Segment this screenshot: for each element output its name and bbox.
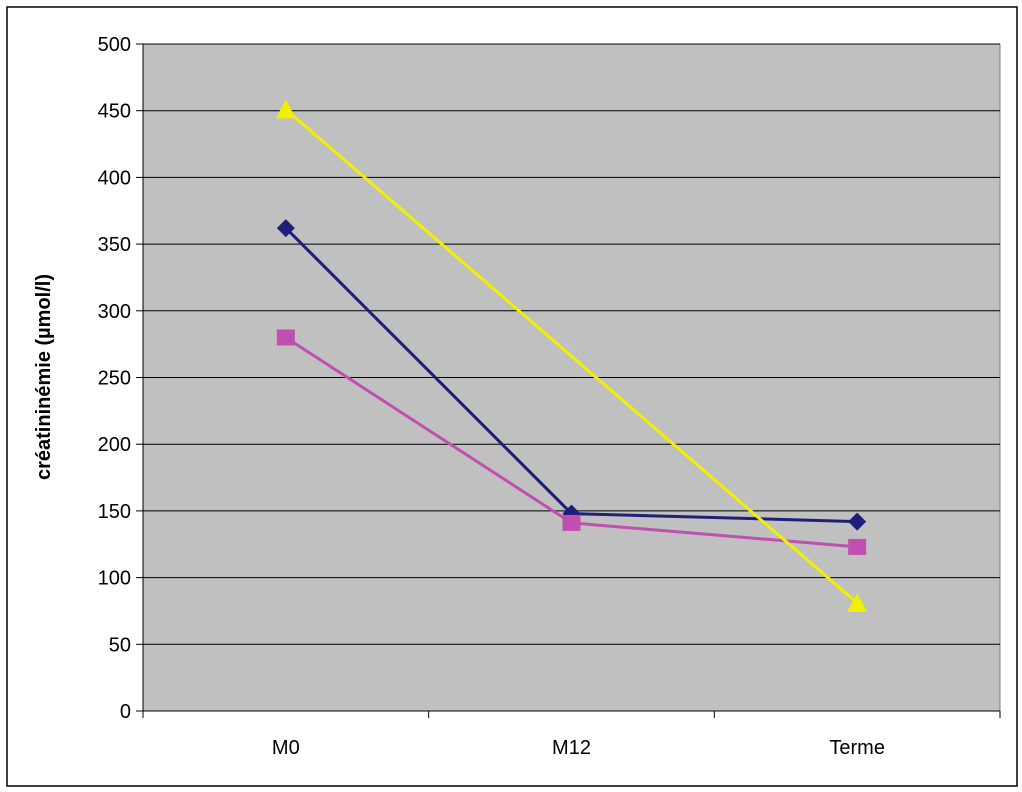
y-tick-label: 50 <box>109 634 131 656</box>
data-point-square <box>562 514 581 531</box>
y-tick-label: 150 <box>98 501 131 523</box>
tick-labels: 0 50 100 150 200 250 300 350 400 450 500 M0 M12 Terme <box>98 34 885 759</box>
data-point-diamond <box>848 512 867 531</box>
y-tick-label: 400 <box>98 167 131 189</box>
y-axis-title: créatininémie (µmol/l) <box>33 274 55 480</box>
x-tick-label: M0 <box>272 737 300 759</box>
x-tick-label: M12 <box>552 737 591 759</box>
y-tick-label: 450 <box>98 101 131 123</box>
series-line-3 <box>284 108 859 605</box>
axes <box>136 43 1001 718</box>
y-tick-label: 350 <box>98 234 131 256</box>
data-point-diamond <box>276 219 295 238</box>
data-point-triangle <box>847 592 868 612</box>
y-tick-label: 500 <box>98 34 131 56</box>
series-markers <box>275 99 868 612</box>
y-tick-label: 250 <box>98 368 131 390</box>
y-tick-label: 200 <box>98 434 131 456</box>
data-point-triangle <box>275 99 296 119</box>
data-point-square <box>848 538 867 555</box>
x-tick-label: Terme <box>829 737 885 759</box>
y-tick-label: 100 <box>98 568 131 590</box>
data-point-square <box>276 329 295 346</box>
y-tick-label: 300 <box>98 301 131 323</box>
y-tick-label: 0 <box>120 701 131 723</box>
